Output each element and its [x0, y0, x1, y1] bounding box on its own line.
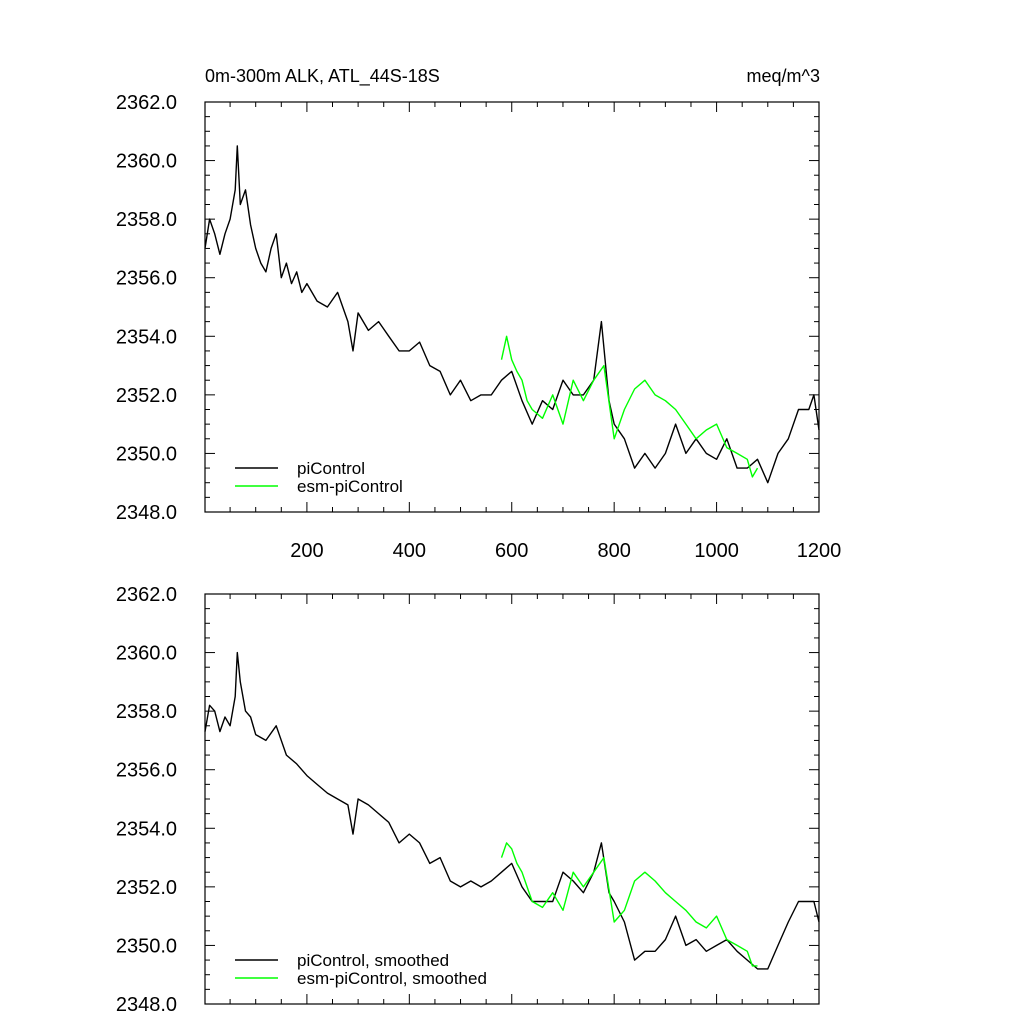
y-tick-label: 2360.0: [116, 643, 177, 665]
series-lines: [204, 651, 820, 970]
legend-label: esm-piControl, smoothed: [297, 969, 487, 988]
y-tick-label: 2352.0: [116, 385, 177, 407]
y-tick-label: 2348.0: [116, 994, 177, 1016]
y-tick-label: 2352.0: [116, 877, 177, 899]
x-tick-label: 1000: [694, 540, 739, 562]
chart-title: 0m-300m ALK, ATL_44S-18S: [205, 66, 440, 87]
series-line-0: [204, 145, 820, 484]
y-tick-label: 2360.0: [116, 151, 177, 173]
top-panel: 0m-300m ALK, ATL_44S-18S meq/m^3 2348.02…: [116, 66, 841, 562]
y-tick-label: 2356.0: [116, 760, 177, 782]
units-label: meq/m^3: [747, 66, 820, 86]
x-tick-label: 1200: [797, 540, 842, 562]
legend-label: esm-piControl: [297, 477, 403, 496]
series-line-0: [204, 651, 820, 970]
legend-label: piControl, smoothed: [297, 951, 449, 970]
y-tick-label: 2356.0: [116, 268, 177, 290]
y-axis: 2348.0 2350.0 2352.0 2354.0 2356.0 2358.0 2360…: [116, 92, 819, 524]
x-tick-label: 600: [495, 540, 528, 562]
series-line-1: [500, 335, 759, 478]
y-tick-label: 2354.0: [116, 818, 177, 840]
y-tick-label: 2358.0: [116, 701, 177, 723]
y-tick-label: 2362.0: [116, 584, 177, 606]
y-tick-label: 2348.0: [116, 502, 177, 524]
series-lines: [204, 145, 820, 484]
series-line-1: [500, 842, 758, 967]
y-tick-label: 2350.0: [116, 443, 177, 465]
x-tick-label: 800: [597, 540, 630, 562]
x-tick-label: 200: [290, 540, 323, 562]
y-tick-label: 2358.0: [116, 209, 177, 231]
bottom-panel: 2348.0 2350.0 2352.0 2354.0 2356.0 2358.0 2360…: [116, 584, 820, 1016]
y-tick-label: 2362.0: [116, 92, 177, 114]
y-tick-label: 2350.0: [116, 935, 177, 957]
legend-label: piControl: [297, 459, 365, 478]
x-tick-label: 400: [393, 540, 426, 562]
x-axis: 200 400 600 800 1000 1200: [229, 102, 842, 562]
y-axis: 2348.0 2350.0 2352.0 2354.0 2356.0 2358.0 2360…: [116, 584, 819, 1016]
plot-frame: [204, 101, 820, 513]
y-tick-label: 2354.0: [116, 326, 177, 348]
x-axis: [229, 594, 820, 1004]
plot-frame: [204, 593, 820, 1005]
